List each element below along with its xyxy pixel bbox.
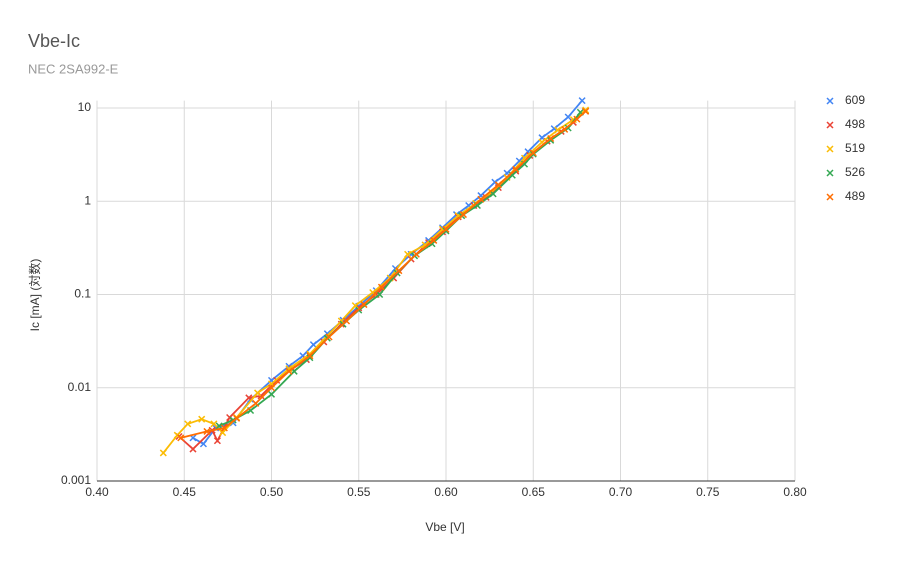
- point: [184, 420, 192, 428]
- point: [267, 390, 276, 398]
- point: [219, 429, 227, 437]
- legend-label: 526: [845, 165, 865, 179]
- point: [578, 97, 586, 105]
- series-line: [180, 110, 587, 439]
- point: [285, 367, 293, 375]
- y-tick-label: 0.1: [74, 287, 91, 301]
- legend-marker: [826, 145, 834, 153]
- point: [360, 301, 368, 309]
- point: [573, 115, 581, 123]
- point: [189, 445, 197, 453]
- point: [254, 389, 262, 397]
- point: [343, 317, 351, 325]
- legend-marker: [826, 193, 834, 201]
- y-tick-label: 0.001: [61, 473, 91, 487]
- legend-label: 498: [845, 117, 865, 131]
- point: [203, 427, 211, 435]
- point: [395, 267, 403, 275]
- legend-marker: [826, 169, 834, 177]
- point: [213, 437, 221, 445]
- point: [529, 149, 537, 157]
- legend-marker: [826, 97, 834, 105]
- y-axis-label: Ic [mA] (対数): [27, 259, 42, 332]
- point: [428, 240, 436, 248]
- point: [233, 414, 241, 422]
- point: [430, 236, 438, 244]
- point: [494, 181, 502, 189]
- point: [355, 304, 363, 312]
- x-tick-label: 0.40: [85, 485, 109, 499]
- point: [309, 341, 317, 349]
- x-tick-label: 0.50: [260, 485, 284, 499]
- point: [412, 250, 420, 258]
- point: [512, 165, 520, 173]
- point: [561, 125, 569, 133]
- chart-subtitle: NEC 2SA992-E: [28, 61, 119, 76]
- y-tick-label: 1: [84, 193, 91, 207]
- point: [564, 113, 572, 121]
- chart-title: Vbe-Ic: [28, 31, 80, 51]
- x-tick-label: 0.80: [783, 485, 807, 499]
- x-tick-label: 0.60: [434, 485, 458, 499]
- point: [220, 424, 228, 432]
- point: [267, 384, 276, 392]
- point: [210, 420, 218, 428]
- point: [547, 135, 555, 143]
- point: [306, 354, 314, 362]
- point: [404, 250, 412, 258]
- x-tick-label: 0.75: [696, 485, 720, 499]
- x-tick-label: 0.55: [347, 485, 371, 499]
- point: [252, 399, 260, 407]
- point: [391, 264, 399, 273]
- x-axis-label: Vbe [V]: [425, 520, 464, 534]
- legend-label: 519: [845, 141, 865, 155]
- point: [376, 290, 384, 299]
- x-tick-label: 0.65: [522, 485, 546, 499]
- series-line: [192, 100, 583, 446]
- y-tick-label: 0.01: [68, 380, 92, 394]
- point: [442, 225, 450, 233]
- legend-label: 489: [845, 189, 865, 203]
- point: [582, 107, 590, 115]
- y-tick-label: 10: [78, 100, 92, 114]
- point: [442, 227, 450, 235]
- point: [159, 449, 167, 457]
- point: [306, 352, 314, 360]
- point: [477, 195, 485, 203]
- point: [547, 136, 555, 144]
- x-tick-label: 0.70: [609, 485, 633, 499]
- legend-marker: [826, 121, 834, 129]
- point: [459, 211, 467, 219]
- legend-label: 609: [845, 93, 865, 107]
- point: [177, 434, 185, 442]
- point: [198, 415, 206, 423]
- x-tick-label: 0.45: [173, 485, 197, 499]
- point: [377, 283, 385, 291]
- point: [325, 333, 333, 341]
